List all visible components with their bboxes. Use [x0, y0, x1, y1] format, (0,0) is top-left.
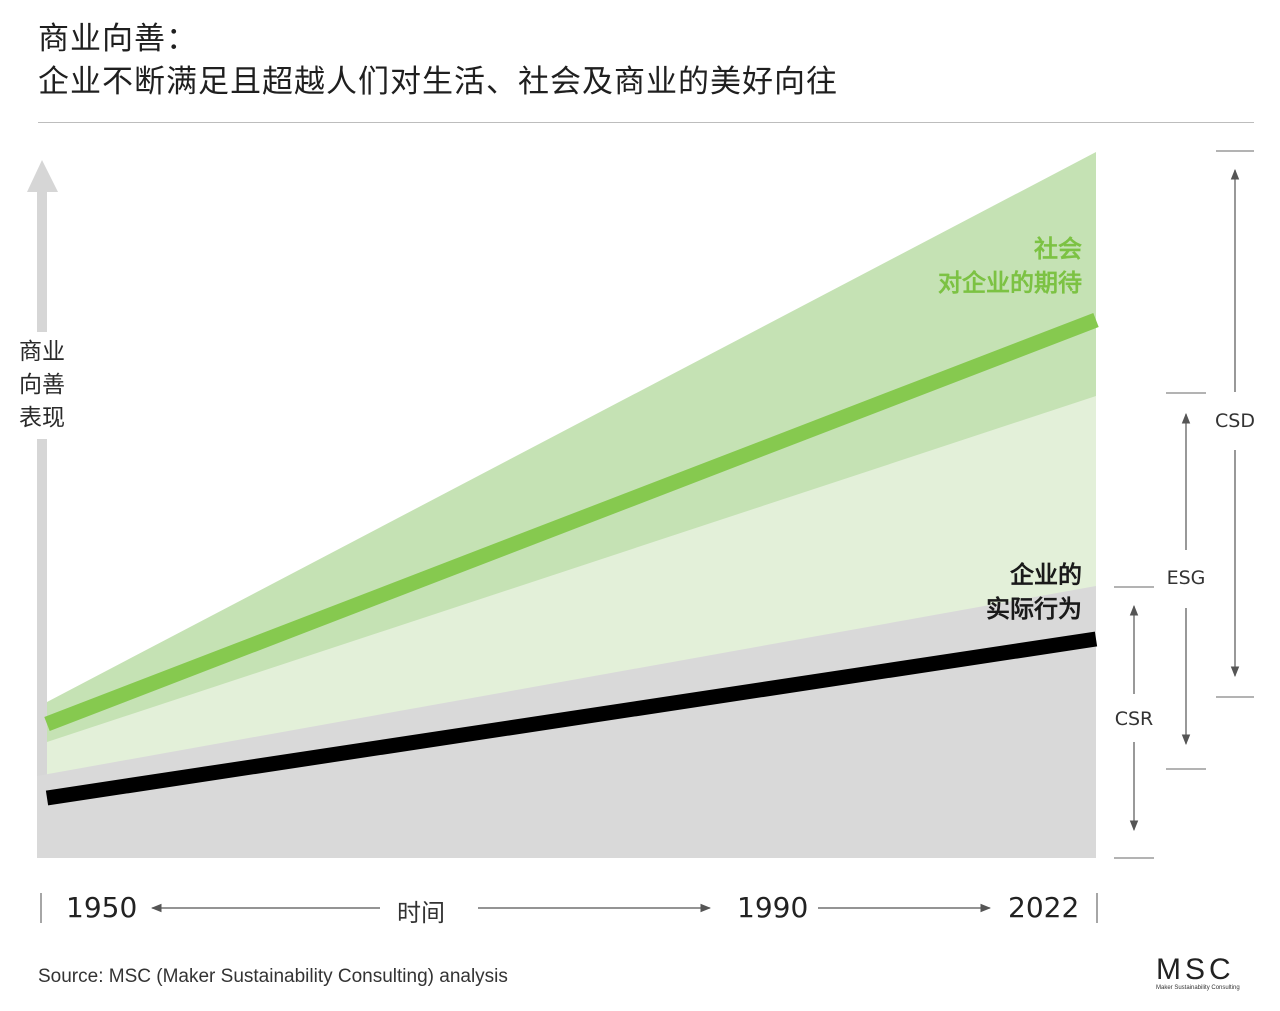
esg-range-bracket [1166, 392, 1206, 770]
actual-behavior-label-line-1: 企业的 [1010, 561, 1082, 589]
y-axis-shaft [37, 188, 47, 858]
csr-label: CSR [1104, 705, 1164, 733]
page-title: 商业向善： 企业不断满足且超越人们对生活、社会及商业的美好向往 [38, 18, 838, 104]
actual-behavior-label: 企业的 实际行为 [986, 558, 1082, 626]
expectation-label-line-2: 对企业的期待 [938, 269, 1082, 297]
y-axis-label-line-3: 表现 [19, 405, 65, 431]
msc-logo-subtitle: Maker Sustainability Consulting [1156, 985, 1240, 991]
y-axis-label-line-2: 向善 [19, 372, 65, 398]
x-axis [40, 893, 1098, 923]
y-axis-arrow [27, 160, 58, 858]
x-tick-1950: 1950 [66, 891, 138, 924]
y-axis-label: 商业 向善 表现 [10, 332, 74, 439]
actual-behavior-trend-line [45, 631, 1098, 806]
esg-label: ESG [1156, 564, 1216, 592]
x-axis-label: 时间 [397, 899, 445, 927]
y-axis-arrowhead [27, 160, 58, 192]
title-divider [38, 122, 1254, 123]
title-line-2: 企业不断满足且超越人们对生活、社会及商业的美好向往 [38, 64, 838, 100]
x-tick-1990: 1990 [737, 891, 809, 924]
actual-behavior-label-line-2: 实际行为 [986, 595, 1082, 623]
msc-logo-mark: MSC [1156, 953, 1235, 986]
title-line-1: 商业向善： [38, 21, 198, 57]
y-axis-label-line-1: 商业 [19, 339, 65, 365]
expectation-trend-line [44, 313, 1099, 731]
source-note: Source: MSC (Maker Sustainability Consul… [38, 966, 508, 987]
expectation-label-line-1: 社会 [1034, 235, 1082, 263]
x-tick-2022: 2022 [1008, 891, 1080, 924]
expectation-label: 社会 对企业的期待 [938, 232, 1082, 300]
msc-logo: MSC Maker Sustainability Consulting [1156, 953, 1256, 992]
csd-range-bracket [1216, 150, 1254, 698]
csr-range-bracket [1114, 586, 1154, 859]
csd-label: CSD [1205, 407, 1265, 435]
